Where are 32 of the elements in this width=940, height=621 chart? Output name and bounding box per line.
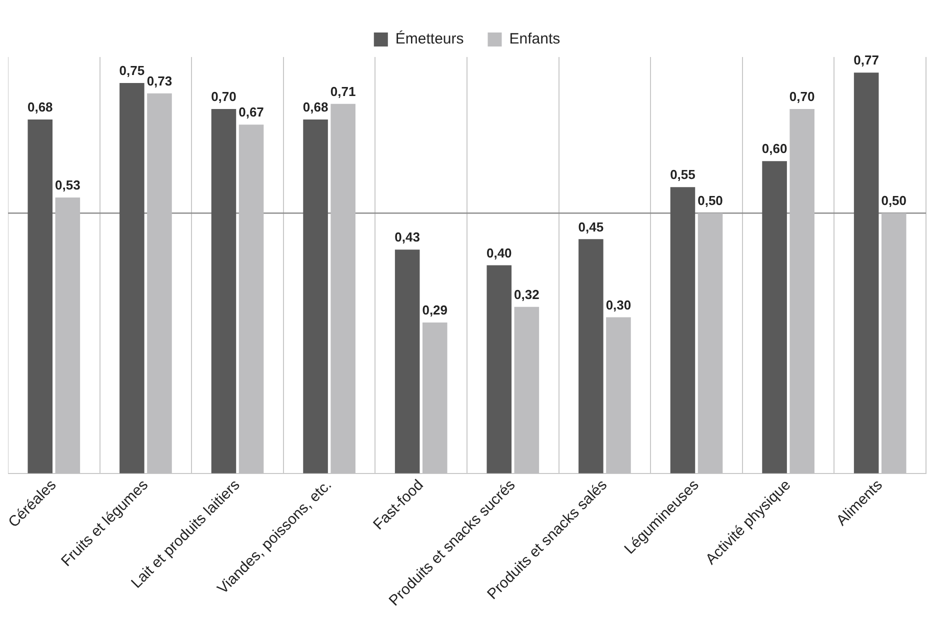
data-label: 0,77 [854, 52, 879, 68]
bar [28, 119, 53, 474]
data-label: 0,43 [394, 230, 420, 245]
bar [120, 83, 144, 474]
bar [762, 161, 787, 474]
bar [486, 265, 512, 474]
data-label: 0,40 [486, 245, 512, 260]
data-label: 0,53 [55, 178, 80, 193]
data-label: 0,45 [578, 219, 604, 234]
bar [394, 250, 420, 474]
legend-label: Émetteurs [395, 30, 464, 48]
bar [303, 119, 328, 474]
data-label: 0,30 [606, 297, 632, 312]
data-label: 0,70 [789, 89, 815, 104]
data-label: 0,75 [119, 63, 145, 78]
data-label: 0,60 [762, 141, 788, 156]
bar [578, 239, 604, 474]
bar [670, 187, 696, 474]
bar [211, 109, 236, 474]
data-label: 0,70 [211, 89, 236, 104]
data-label: 0,68 [302, 100, 328, 115]
data-label: 0,55 [670, 167, 696, 182]
data-label: 0,32 [514, 286, 540, 302]
data-label: 0,67 [238, 104, 264, 120]
data-label: 0,29 [422, 302, 448, 318]
data-label: 0,50 [698, 193, 723, 208]
data-label: 0,50 [881, 193, 907, 208]
data-label: 0,68 [27, 100, 53, 115]
data-label: 0,73 [146, 74, 172, 89]
legend-label: Enfants [509, 30, 560, 48]
bar [854, 72, 879, 474]
data-label: 0,71 [330, 84, 356, 99]
